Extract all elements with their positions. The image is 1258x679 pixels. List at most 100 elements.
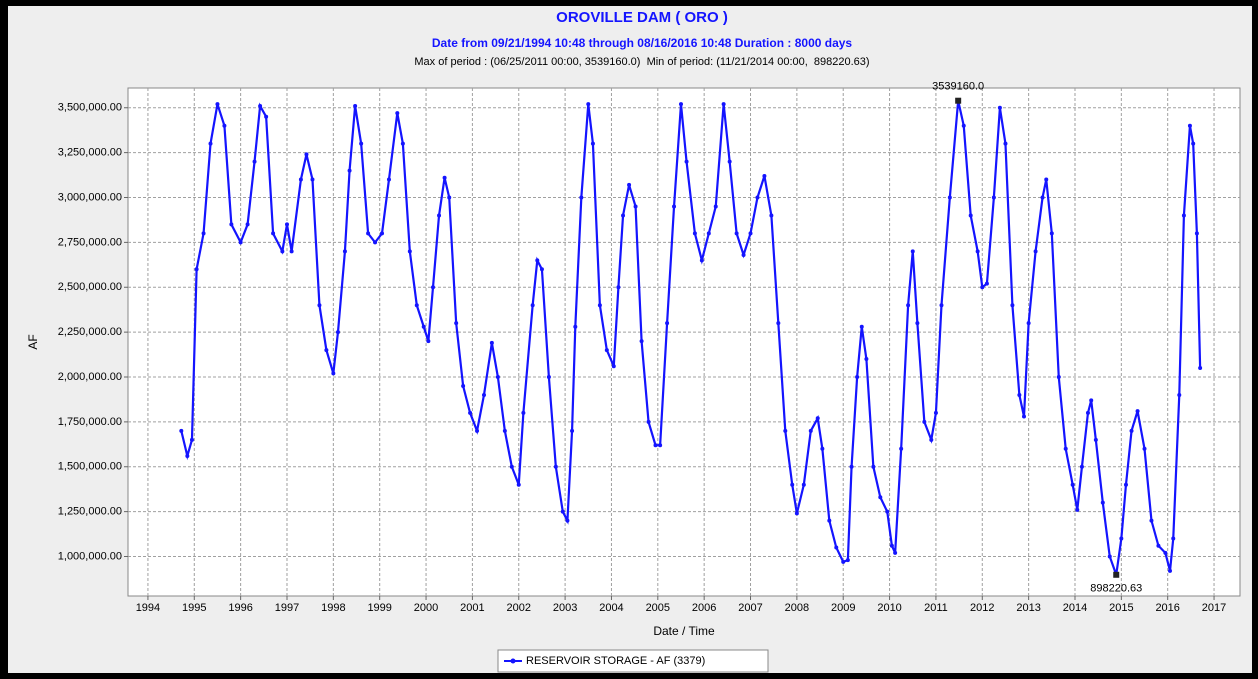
data-point [672,204,677,209]
data-point [579,195,584,200]
data-point [915,321,920,326]
data-point [769,213,774,218]
data-point [461,383,466,388]
data-point [961,123,966,128]
data-point [627,182,632,187]
data-point [939,303,944,308]
y-tick-label: 2,250,000.00 [58,326,122,338]
data-point [252,159,257,164]
data-point [1026,321,1031,326]
data-point [871,464,876,469]
data-point [284,222,289,227]
data-point [933,410,938,415]
data-point [331,371,336,376]
data-point [699,258,704,263]
data-point [1100,500,1105,505]
data-point [597,303,602,308]
data-point [516,482,521,487]
data-point [481,392,486,397]
y-axis-label: AF [26,334,40,349]
x-tick-label: 2005 [646,602,670,614]
data-point [347,168,352,173]
plot-area [127,87,1241,597]
data-point [1163,550,1168,555]
data-point [1187,123,1192,128]
y-tick-label: 1,000,000.00 [58,550,122,562]
data-point [179,428,184,433]
data-point [201,231,206,236]
data-point [855,375,860,380]
annotation: 898220.63 [1090,583,1142,595]
data-point [1003,141,1008,146]
data-point [815,416,820,421]
data-point [359,141,364,146]
data-point [827,518,832,523]
data-point [1075,507,1080,512]
data-point [713,204,718,209]
y-tick-label: 2,500,000.00 [58,281,122,293]
x-tick-label: 2009 [831,602,855,614]
data-point [706,231,711,236]
data-point [400,141,405,146]
data-point [991,195,996,200]
data-point [611,364,616,369]
data-point [324,348,329,353]
data-point [1107,554,1112,559]
data-point [984,281,989,286]
data-point [1056,375,1061,380]
data-point [678,102,683,107]
data-point [1156,543,1161,548]
data-point [215,102,220,107]
x-tick-label: 2013 [1016,602,1040,614]
data-point [386,177,391,182]
annotation: 3539160.0 [932,81,984,93]
data-point [353,103,358,108]
data-point [1063,446,1068,451]
data-point [454,321,459,326]
data-point [665,321,670,326]
data-point [271,231,276,236]
chart-title: OROVILLE DAM ( ORO ) [556,9,728,26]
data-point [639,339,644,344]
data-point [586,102,591,107]
x-tick-label: 2007 [738,602,762,614]
data-point [1070,482,1075,487]
data-point [929,437,934,442]
data-point [509,464,514,469]
data-point [1033,249,1038,254]
x-tick-label: 2015 [1109,602,1133,614]
data-point [407,249,412,254]
data-point [841,559,846,564]
data-point [489,340,494,345]
data-point [1177,392,1182,397]
data-point [535,258,540,263]
y-tick-label: 2,750,000.00 [58,236,122,248]
data-point [238,240,243,245]
data-point [289,249,294,254]
data-point [776,321,781,326]
y-tick-label: 1,750,000.00 [58,416,122,428]
x-tick-label: 2014 [1063,602,1087,614]
x-tick-label: 1994 [136,602,160,614]
data-point [755,195,760,200]
data-point [1079,464,1084,469]
chart-note: Max of period : (06/25/2011 00:00, 35391… [414,56,869,68]
x-tick-label: 2004 [599,602,623,614]
data-point [968,213,973,218]
data-point [565,518,570,523]
data-point [258,103,263,108]
data-point [790,482,795,487]
data-point [604,348,609,353]
data-point [502,428,507,433]
legend-marker [510,658,516,664]
data-point [878,495,883,500]
data-point [1191,141,1196,146]
data-point [447,195,452,200]
data-point [1089,398,1094,403]
legend-label: RESERVOIR STORAGE - AF (3379) [526,655,705,667]
data-point [380,231,385,236]
x-tick-label: 2002 [507,602,531,614]
data-point [906,303,911,308]
data-point [553,464,558,469]
x-tick-label: 2011 [924,602,948,614]
